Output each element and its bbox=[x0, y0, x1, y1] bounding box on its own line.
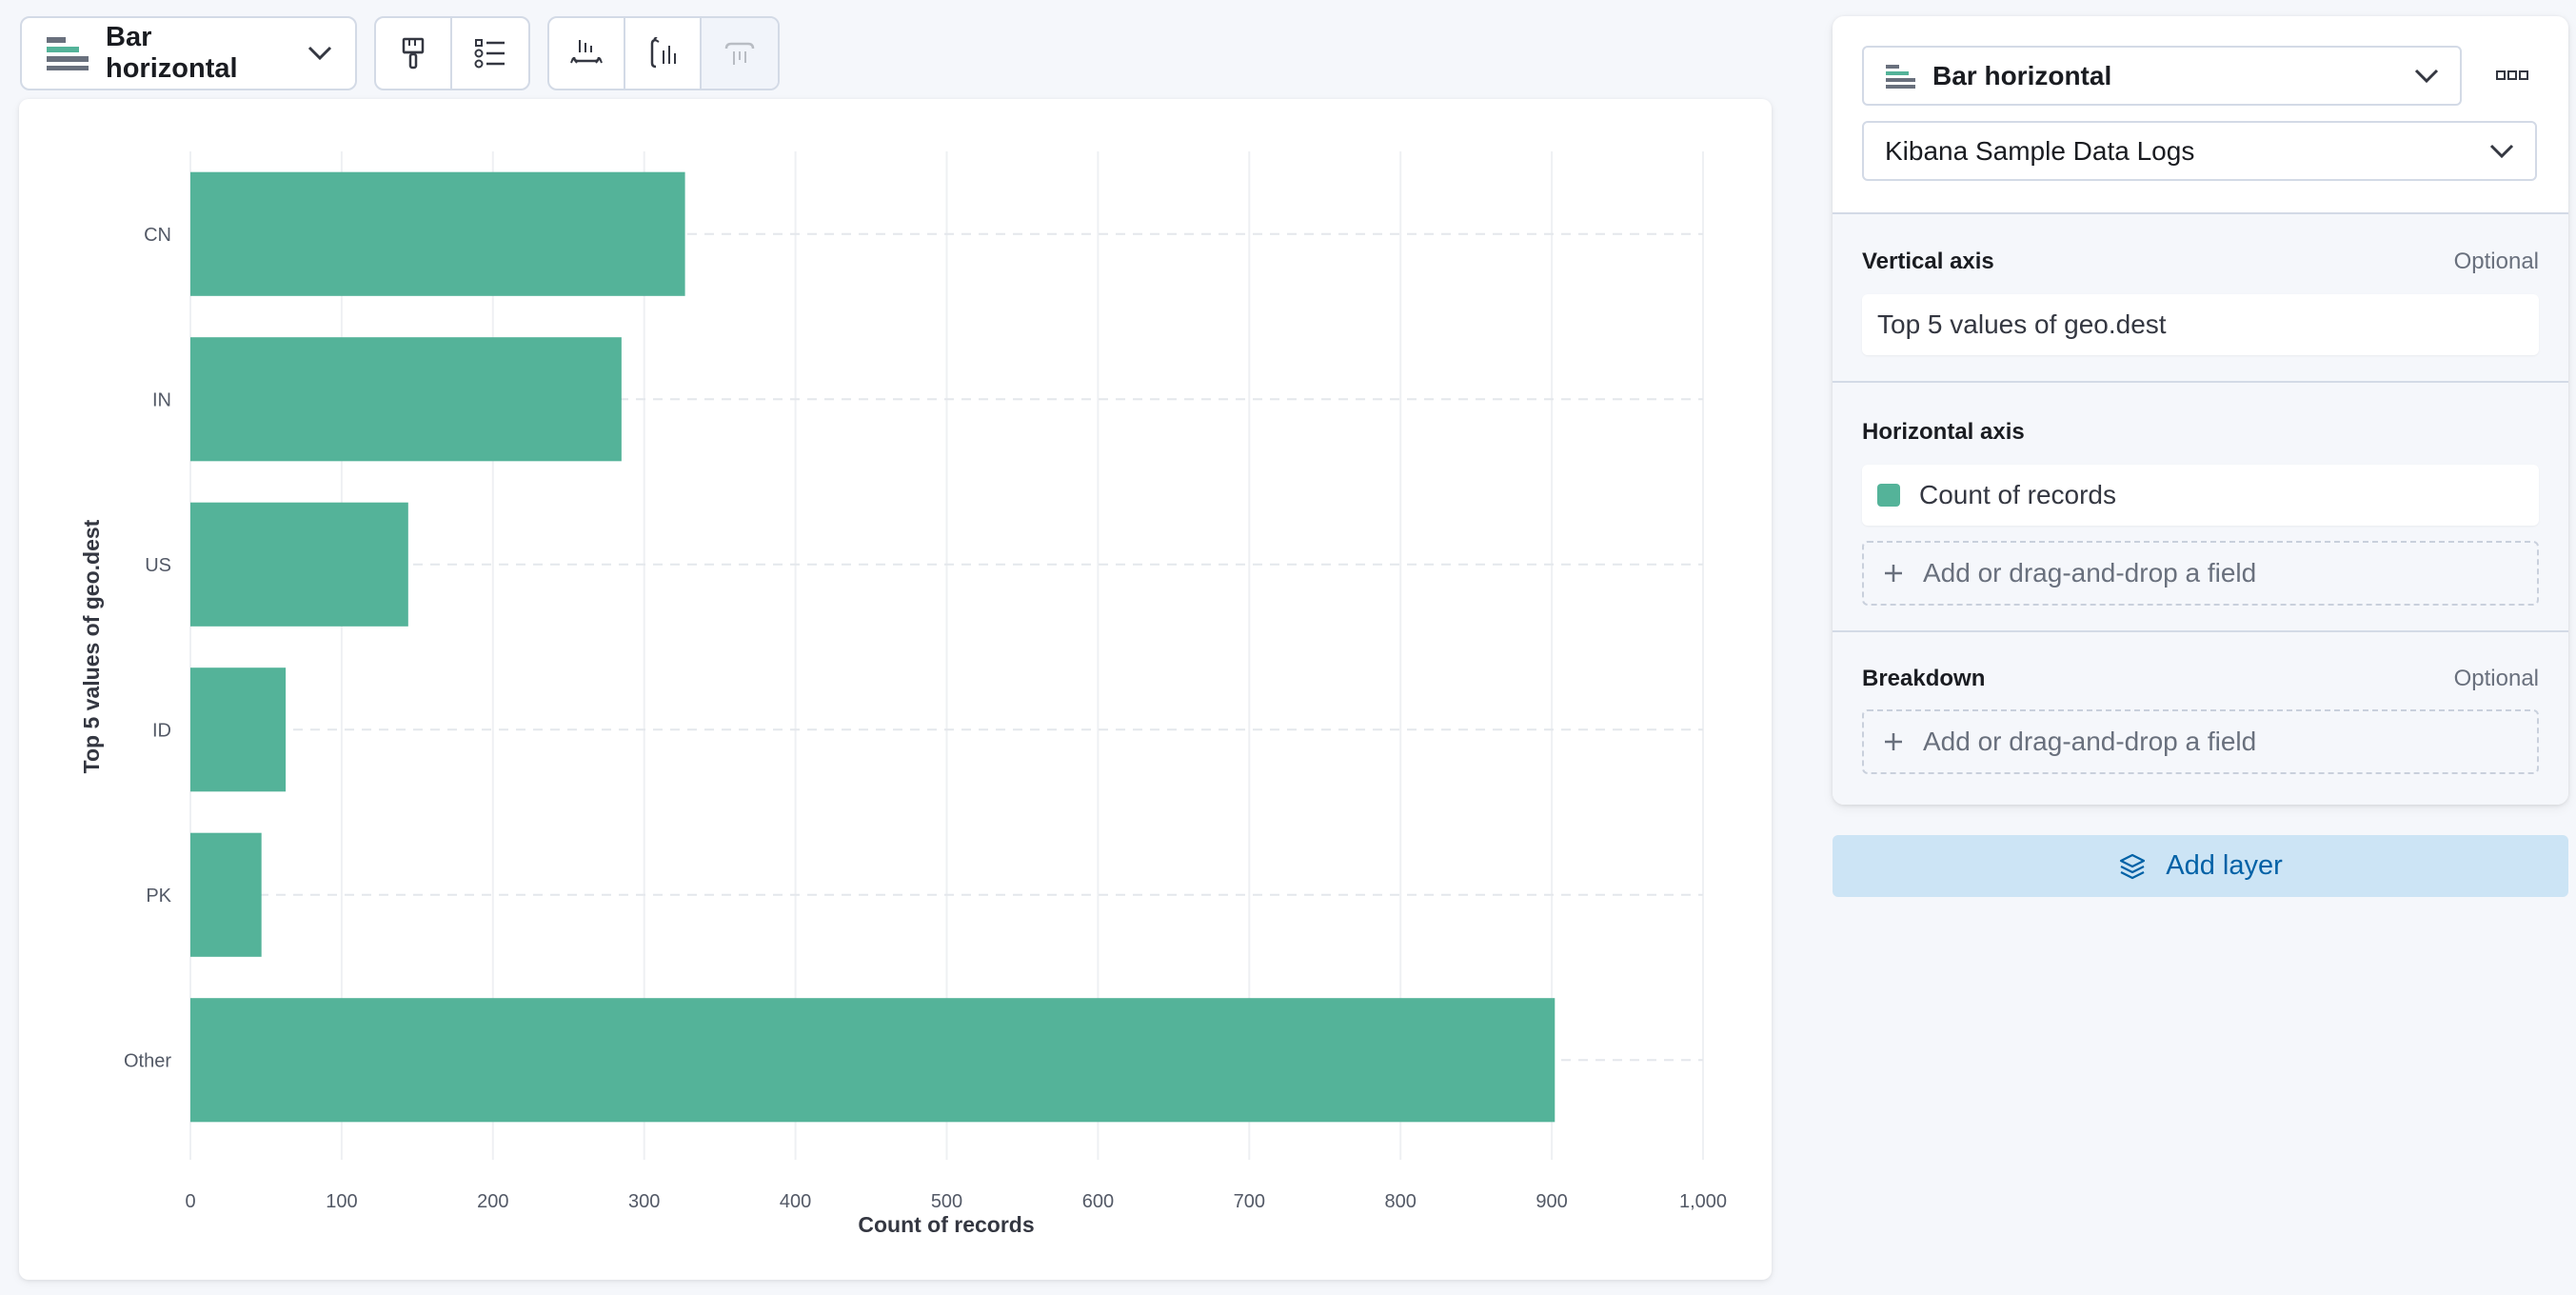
legend-button[interactable] bbox=[452, 18, 528, 89]
layer-chart-type-select[interactable]: Bar horizontal bbox=[1862, 46, 2462, 106]
x-tick-label: 200 bbox=[477, 1191, 508, 1212]
chevron-down-icon bbox=[2489, 144, 2514, 158]
bar-horizontal-icon bbox=[47, 37, 89, 70]
plus-icon bbox=[1885, 733, 1902, 750]
bar-id[interactable] bbox=[190, 667, 287, 792]
chart-type-label: Bar horizontal bbox=[106, 22, 238, 84]
left-axis-button[interactable] bbox=[625, 18, 702, 89]
x-tick-label: 0 bbox=[185, 1191, 195, 1212]
y-axis-title: Top 5 values of geo.dest bbox=[79, 519, 104, 773]
plus-icon bbox=[1885, 565, 1902, 582]
bar-us[interactable] bbox=[190, 502, 408, 627]
layer-config-panel: Bar horizontal Kibana Sample Data Logs V… bbox=[1833, 16, 2568, 805]
vertical-axis-optional: Optional bbox=[2453, 249, 2539, 274]
more-dots-icon bbox=[2496, 70, 2528, 80]
legend-list-icon bbox=[474, 39, 505, 69]
layer-actions-button[interactable] bbox=[2493, 64, 2531, 87]
layers-icon bbox=[2120, 853, 2146, 879]
chevron-down-icon bbox=[2414, 69, 2439, 83]
data-view-select[interactable]: Kibana Sample Data Logs bbox=[1862, 121, 2537, 181]
add-layer-label: Add layer bbox=[2166, 850, 2283, 881]
breakdown-add-field[interactable]: Add or drag-and-drop a field bbox=[1862, 709, 2539, 774]
paintbrush-icon bbox=[402, 37, 425, 70]
breakdown-section: Breakdown Optional Add or drag-and-drop … bbox=[1833, 632, 2568, 805]
bar-horizontal-icon bbox=[1886, 64, 1915, 89]
bar-cn[interactable] bbox=[190, 171, 685, 296]
horizontal-axis-section: Horizontal axis Count of records Add or … bbox=[1833, 383, 2568, 632]
chart-type-switcher[interactable]: Bar horizontal bbox=[20, 16, 357, 90]
axis-button-group bbox=[547, 16, 780, 90]
bar-other[interactable] bbox=[190, 998, 1556, 1123]
breakdown-add-field-label: Add or drag-and-drop a field bbox=[1923, 727, 2257, 756]
vertical-axis-dimension[interactable]: Top 5 values of geo.dest bbox=[1862, 294, 2539, 355]
bar-in[interactable] bbox=[190, 337, 622, 462]
x-tick-label: 400 bbox=[780, 1191, 811, 1212]
breakdown-title: Breakdown bbox=[1862, 666, 1986, 691]
x-tick-label: 900 bbox=[1536, 1191, 1567, 1212]
bar-chart: CN IN US ID PK Other 0 100 200 300 400 500 600 700 80… bbox=[79, 151, 1727, 1237]
x-tick-label: 1,000 bbox=[1679, 1191, 1727, 1212]
horizontal-axis-title: Horizontal axis bbox=[1862, 419, 2025, 445]
vertical-axis-dimension-label: Top 5 values of geo.dest bbox=[1877, 309, 2167, 339]
x-tick-label: 300 bbox=[628, 1191, 660, 1212]
x-tick-label: 100 bbox=[326, 1191, 357, 1212]
y-category-label: IN bbox=[152, 389, 171, 410]
right-axis-icon bbox=[724, 42, 755, 65]
x-tick-label: 500 bbox=[931, 1191, 962, 1212]
horizontal-axis-dimension-label: Count of records bbox=[1919, 480, 2116, 509]
horizontal-axis-add-field[interactable]: Add or drag-and-drop a field bbox=[1862, 541, 2539, 606]
y-category-label: US bbox=[145, 555, 171, 576]
layer-header: Bar horizontal Kibana Sample Data Logs bbox=[1833, 16, 2568, 214]
y-category-label: ID bbox=[152, 720, 171, 741]
bottom-axis-button[interactable] bbox=[549, 18, 625, 89]
x-tick-label: 700 bbox=[1234, 1191, 1265, 1212]
y-category-label: Other bbox=[124, 1050, 171, 1071]
chevron-down-icon bbox=[307, 46, 332, 61]
vertical-axis-title: Vertical axis bbox=[1862, 249, 1994, 274]
visual-options-button[interactable] bbox=[376, 18, 452, 89]
x-tick-label: 800 bbox=[1385, 1191, 1417, 1212]
breakdown-optional: Optional bbox=[2453, 666, 2539, 691]
bottom-axis-icon bbox=[570, 40, 603, 64]
left-axis-icon bbox=[650, 37, 676, 69]
data-view-label: Kibana Sample Data Logs bbox=[1885, 135, 2195, 166]
horizontal-axis-add-field-label: Add or drag-and-drop a field bbox=[1923, 558, 2257, 588]
x-axis-title: Count of records bbox=[858, 1212, 1034, 1237]
chart-panel: CN IN US ID PK Other 0 100 200 300 400 500 600 700 80… bbox=[19, 99, 1772, 1280]
y-category-label: PK bbox=[146, 886, 171, 906]
bar-pk[interactable] bbox=[190, 832, 262, 957]
horizontal-axis-dimension[interactable]: Count of records bbox=[1862, 465, 2539, 526]
layer-chart-type-label: Bar horizontal bbox=[1932, 60, 2112, 90]
x-tick-label: 600 bbox=[1082, 1191, 1114, 1212]
series-color-swatch bbox=[1877, 484, 1900, 507]
vertical-axis-section: Vertical axis Optional Top 5 values of g… bbox=[1833, 214, 2568, 383]
add-layer-button[interactable]: Add layer bbox=[1833, 835, 2568, 897]
y-category-label: CN bbox=[144, 225, 171, 246]
workspace-toolbar: Bar horizontal bbox=[20, 16, 780, 90]
right-axis-button[interactable] bbox=[702, 18, 778, 89]
appearance-button-group bbox=[374, 16, 530, 90]
